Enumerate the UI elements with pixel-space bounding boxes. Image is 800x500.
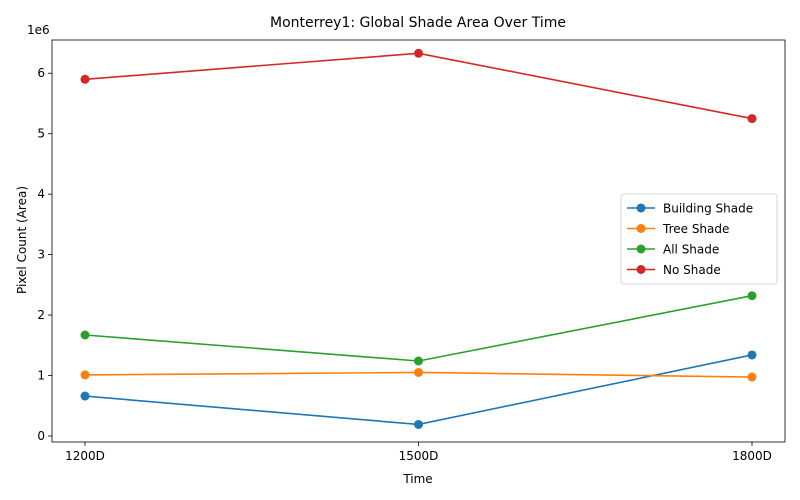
legend-label-all-shade: All Shade — [663, 243, 719, 257]
legend-label-tree-shade: Tree Shade — [662, 222, 729, 236]
legend-marker-no-shade — [636, 265, 646, 274]
x-tick-label: 1800D — [732, 449, 772, 463]
x-tick-label: 1500D — [399, 449, 439, 463]
y-tick-label: 6 — [37, 66, 45, 80]
data-point-building-shade — [747, 350, 757, 360]
data-point-all-shade — [80, 330, 90, 340]
data-point-tree-shade — [414, 367, 423, 377]
data-point-tree-shade — [747, 372, 757, 382]
legend-label-building-shade: Building Shade — [663, 202, 753, 216]
data-point-all-shade — [414, 356, 423, 366]
y-axis-label: Pixel Count (Area) — [15, 186, 29, 294]
x-tick-label: 1200D — [65, 449, 105, 463]
y-tick-label: 5 — [37, 127, 45, 141]
data-point-no-shade — [747, 114, 757, 124]
legend: Building Shade Tree Shade All Shade No Shad… — [620, 193, 778, 285]
legend-marker-tree-shade — [636, 224, 646, 233]
data-point-no-shade — [80, 74, 90, 84]
data-point-all-shade — [747, 291, 757, 301]
legend-marker-all-shade — [636, 244, 646, 254]
legend-label-no-shade: No Shade — [663, 263, 721, 277]
legend-marker-building-shade — [636, 203, 646, 213]
y-tick-label: 4 — [37, 187, 45, 201]
y-tick-label: 3 — [37, 248, 45, 262]
legend-box — [620, 193, 778, 285]
x-axis-label: Time — [402, 472, 432, 486]
y-offset-text: 1e6 — [27, 23, 50, 37]
y-tick-label: 1 — [37, 369, 45, 383]
data-point-no-shade — [414, 48, 423, 58]
data-point-building-shade — [80, 391, 90, 401]
chart-title: Monterrey1: Global Shade Area Over Time — [270, 15, 566, 31]
data-point-tree-shade — [80, 370, 90, 380]
y-tick-label: 2 — [37, 308, 45, 322]
data-point-building-shade — [414, 419, 423, 429]
plot-area: 1200D 1500D 1800D 0 1 2 3 4 5 6 Building Shade Tree… — [37, 39, 786, 463]
y-tick-label: 0 — [37, 429, 45, 443]
